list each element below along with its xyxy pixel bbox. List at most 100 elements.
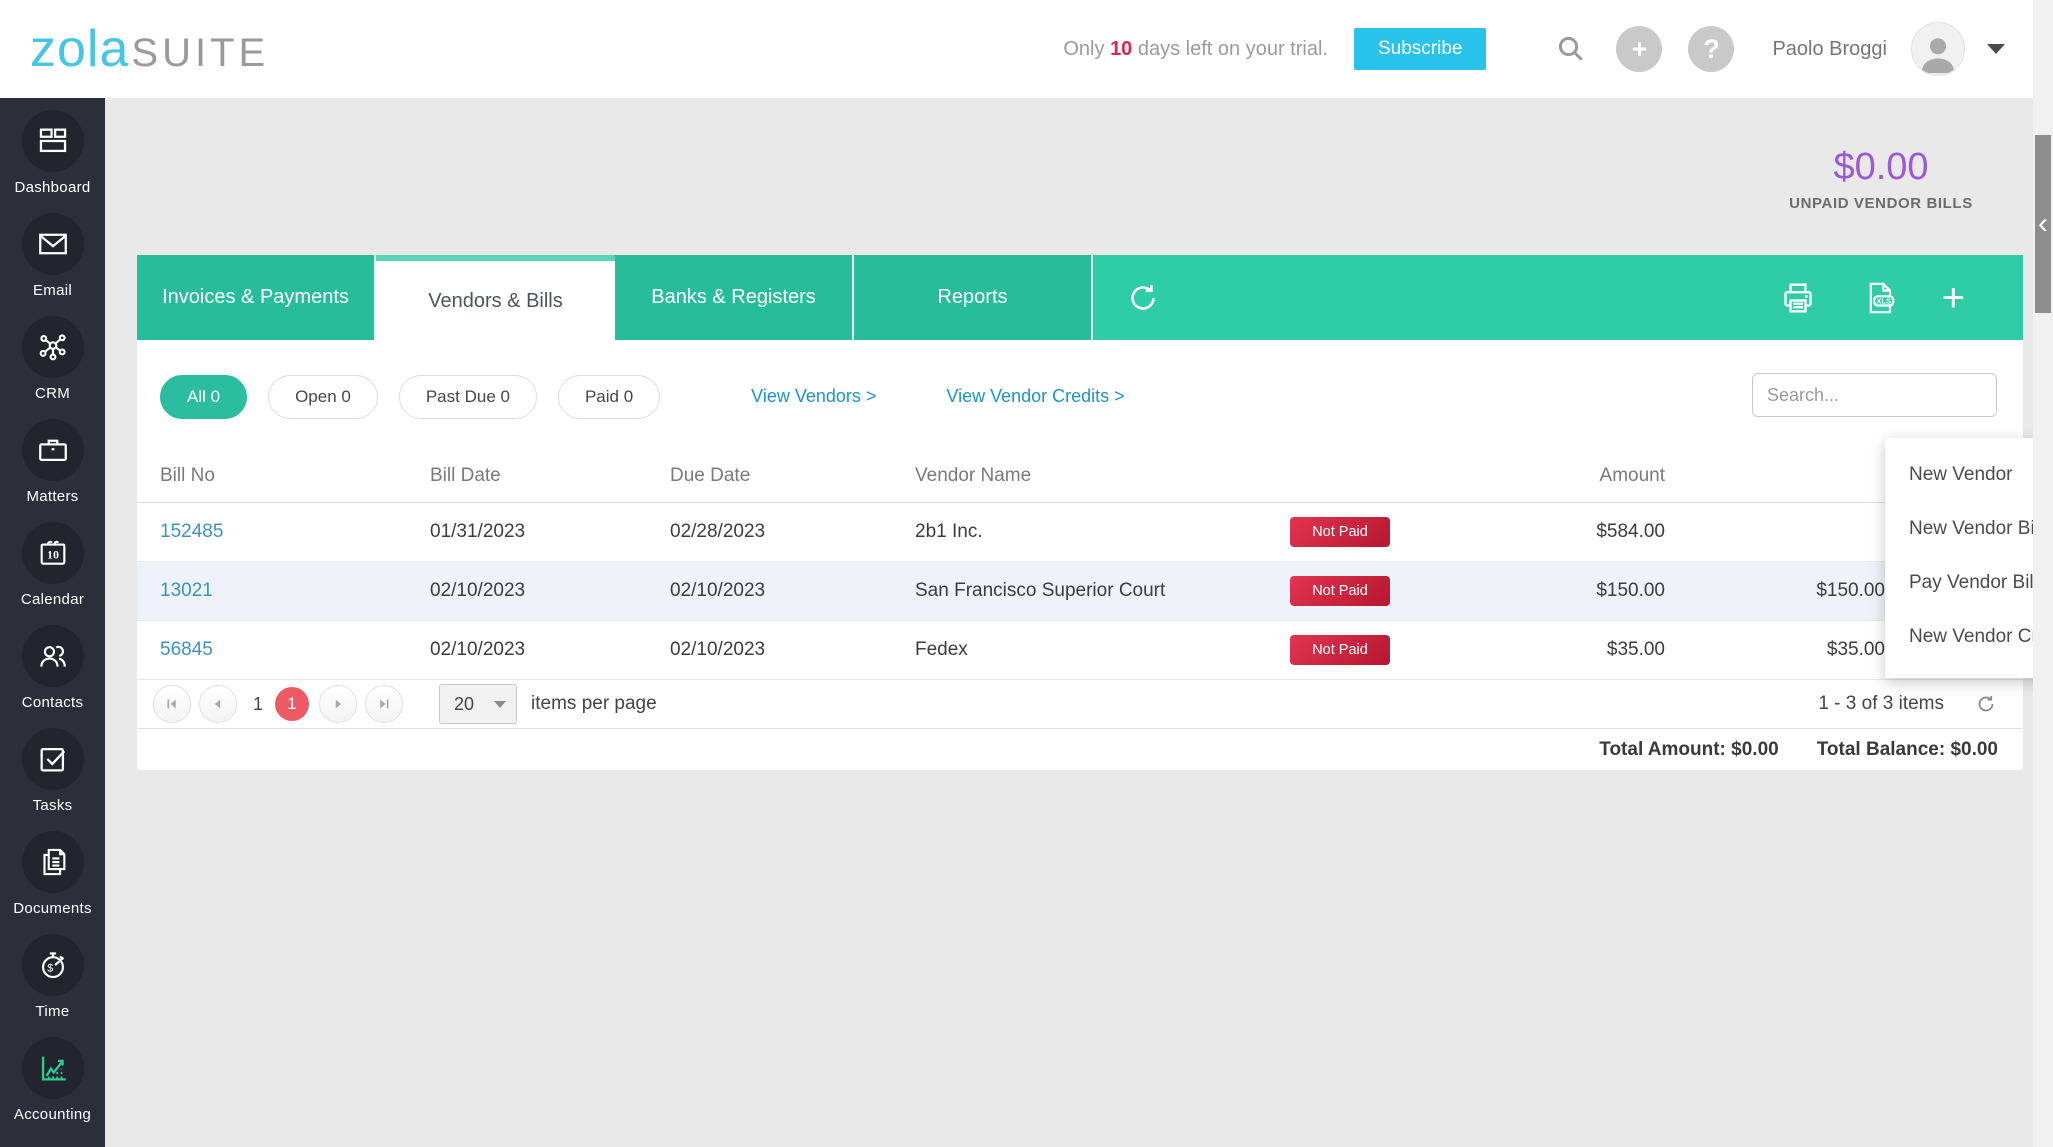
user-menu-chevron-down-icon[interactable]	[1987, 44, 2005, 54]
menu-item-new-vendor-credit[interactable]: New Vendor Credit	[1909, 626, 2053, 647]
filter-chip-open[interactable]: Open 0	[268, 374, 378, 419]
sidebar-item-documents[interactable]: Documents	[0, 831, 105, 934]
sidebar-label: Time	[35, 1003, 70, 1020]
table-row: 13021 02/10/2023 02/10/2023 San Francisc…	[137, 562, 2023, 621]
items-per-page-select[interactable]: 20	[439, 684, 518, 724]
bill-date-cell: 02/10/2023	[430, 639, 526, 660]
sidebar-item-crm[interactable]: CRM	[0, 316, 105, 419]
tab-vendors-bills[interactable]: Vendors & Bills	[376, 255, 615, 347]
balance-cell: $35.00	[1826, 639, 1885, 660]
tab-banks-registers[interactable]: Banks & Registers	[615, 255, 854, 340]
select-chevron-down-icon	[494, 700, 507, 708]
stopwatch-icon: $	[21, 934, 84, 996]
table-row: 56845 02/10/2023 02/10/2023 Fedex Not Pa…	[137, 621, 2023, 680]
page-number-text: 1	[253, 693, 264, 714]
search-icon[interactable]	[1556, 34, 1586, 64]
sidebar-item-calendar[interactable]: 10 Calendar	[0, 522, 105, 625]
help-icon[interactable]: ?	[1688, 26, 1735, 72]
amount-cell: $150.00	[1596, 580, 1665, 601]
column-header-bill-date[interactable]: Bill Date	[430, 465, 501, 486]
sidebar-item-email[interactable]: Email	[0, 213, 105, 316]
sidebar-label: Tasks	[32, 797, 73, 814]
avatar[interactable]	[1911, 22, 1965, 76]
print-icon[interactable]	[1778, 278, 1818, 318]
first-page-button[interactable]	[153, 685, 191, 723]
unpaid-label: UNPAID VENDOR BILLS	[1789, 195, 1973, 212]
accounting-tab-bar: Invoices & Payments Vendors & Bills Bank…	[137, 255, 2023, 347]
sidebar-item-contacts[interactable]: Contacts	[0, 625, 105, 728]
vendor-name-cell: Fedex	[915, 639, 968, 660]
documents-icon	[21, 831, 84, 893]
due-date-cell: 02/10/2023	[670, 639, 766, 660]
reload-grid-icon[interactable]	[1974, 692, 1998, 716]
status-badge: Not Paid	[1290, 635, 1390, 665]
vendor-name-cell: San Francisco Superior Court	[915, 580, 1166, 601]
bill-number-link[interactable]: 56845	[160, 639, 213, 660]
export-xls-icon[interactable]: XLS	[1860, 278, 1900, 318]
scrollbar-thumb[interactable]: ‹	[2035, 135, 2051, 313]
filter-chip-paid[interactable]: Paid 0	[557, 374, 661, 419]
sidebar-label: CRM	[34, 385, 71, 402]
vertical-scrollbar[interactable]: ‹	[2033, 0, 2053, 1147]
column-header-vendor-name[interactable]: Vendor Name	[915, 465, 1032, 486]
column-header-amount[interactable]: Amount	[1599, 465, 1665, 486]
sidebar-label: Email	[32, 282, 72, 299]
tab-invoices-payments[interactable]: Invoices & Payments	[137, 255, 376, 340]
last-page-button[interactable]	[365, 685, 404, 723]
filter-row: All 0 Open 0 Past Due 0 Paid 0 View Vend…	[137, 340, 2023, 450]
sidebar-item-time[interactable]: $ Time	[0, 934, 105, 1037]
items-range-label: 1 - 3 of 3 items	[1818, 693, 1944, 714]
table-row: 152485 01/31/2023 02/28/2023 2b1 Inc. No…	[137, 503, 2023, 562]
status-badge: Not Paid	[1290, 517, 1390, 547]
sidebar-label: Contacts	[21, 694, 84, 711]
trial-message: Only 10 days left on your trial.	[1063, 38, 1328, 61]
filter-chip-all[interactable]: All 0	[160, 374, 248, 419]
view-vendors-link[interactable]: View Vendors >	[751, 386, 877, 406]
logo-zola-text: zola	[30, 20, 130, 78]
sidebar-label: Accounting	[13, 1106, 92, 1123]
column-header-due-date[interactable]: Due Date	[670, 465, 751, 486]
top-bar: zola SUITE Only 10 days left on your tri…	[0, 0, 2053, 98]
quick-add-icon[interactable]: +	[1616, 26, 1663, 72]
bill-number-link[interactable]: 13021	[160, 580, 213, 601]
sidebar-item-accounting[interactable]: Accounting	[0, 1037, 105, 1140]
collapse-chevron-left-icon: ‹	[2038, 207, 2048, 240]
zolasuite-logo[interactable]: zola SUITE	[30, 19, 269, 79]
add-new-icon[interactable]: +	[1941, 275, 1965, 320]
sidebar-item-matters[interactable]: Matters	[0, 419, 105, 522]
subscribe-button[interactable]: Subscribe	[1353, 28, 1487, 70]
balance-cell: $150.00	[1816, 580, 1885, 601]
sidebar-label: Dashboard	[14, 179, 91, 196]
sidebar-nav: Dashboard Email CRM	[0, 98, 105, 1147]
current-page-button[interactable]: 1	[275, 687, 310, 721]
items-per-page-label: items per page	[531, 693, 657, 714]
sidebar-item-dashboard[interactable]: Dashboard	[0, 110, 105, 213]
next-page-button[interactable]	[319, 685, 358, 723]
tab-reports[interactable]: Reports	[854, 255, 1093, 340]
sidebar-label: Calendar	[20, 591, 85, 608]
view-vendor-credits-link[interactable]: View Vendor Credits >	[946, 386, 1125, 406]
svg-text:$: $	[47, 962, 53, 974]
filter-chip-past-due[interactable]: Past Due 0	[398, 374, 537, 419]
user-name[interactable]: Paolo Broggi	[1772, 37, 1887, 60]
menu-item-pay-vendor-bill[interactable]: Pay Vendor Bill	[1909, 572, 2038, 593]
due-date-cell: 02/10/2023	[670, 580, 766, 601]
svg-text:10: 10	[46, 548, 58, 562]
menu-item-new-vendor-bill[interactable]: New Vendor Bill	[1909, 518, 2044, 539]
main-content: $0.00 UNPAID VENDOR BILLS Invoices & Pay…	[105, 98, 2053, 1147]
status-badge: Not Paid	[1290, 576, 1390, 606]
add-new-dropdown-menu: New Vendor New Vendor Bill Pay Vendor Bi…	[1885, 438, 2053, 678]
refresh-icon[interactable]	[1125, 255, 1161, 340]
menu-item-new-vendor[interactable]: New Vendor	[1909, 464, 2013, 485]
previous-page-button[interactable]	[199, 685, 237, 723]
search-input[interactable]	[1752, 373, 1997, 417]
trial-days-count: 10	[1110, 37, 1133, 60]
bill-date-cell: 01/31/2023	[430, 521, 526, 542]
column-header-bill-no[interactable]: Bill No	[160, 465, 215, 486]
due-date-cell: 02/28/2023	[670, 521, 766, 542]
chart-icon	[21, 1037, 84, 1099]
bill-number-link[interactable]: 152485	[160, 521, 224, 542]
sidebar-item-tasks[interactable]: Tasks	[0, 728, 105, 831]
totals-row: Total Amount: $0.00 Total Balance: $0.00	[137, 729, 2023, 770]
